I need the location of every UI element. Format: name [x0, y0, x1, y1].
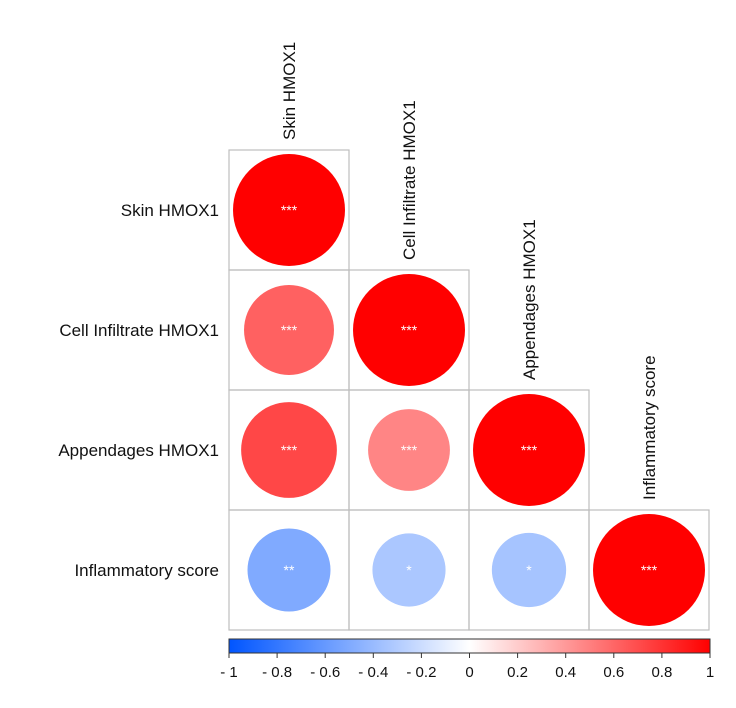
significance-label-1-0: ***	[281, 322, 298, 338]
colorbar-tick-label: 0.8	[651, 664, 672, 681]
significance-label-3-2: *	[526, 562, 532, 578]
significance-label-3-0: **	[284, 562, 295, 578]
colorbar-tick-label: - 0.8	[262, 664, 292, 681]
correlation-circle-appendages-hmox1-cell-infiltrate-hmox1	[368, 409, 450, 491]
correlation-circle-inflammatory-score-appendages-hmox1	[491, 532, 567, 608]
correlation-circle-inflammatory-score-cell-infiltrate-hmox1	[372, 533, 446, 607]
column-label-appendages-hmox1: Appendages HMOX1	[520, 219, 539, 380]
significance-label-2-1: ***	[401, 442, 418, 458]
significance-label-1-1: ***	[401, 322, 418, 338]
significance-label-2-2: ***	[521, 442, 538, 458]
correlation-circle-cell-infiltrate-hmox1-skin-hmox1	[244, 285, 334, 375]
colorbar-tick-label: 0	[465, 664, 473, 681]
significance-label-2-0: ***	[281, 442, 298, 458]
correlation-circle-skin-hmox1-skin-hmox1	[233, 154, 345, 266]
colorbar-tick-label: - 0.2	[406, 664, 436, 681]
significance-label-3-1: *	[406, 562, 412, 578]
cell-frame-3-3	[588, 509, 710, 631]
correlation-circle-appendages-hmox1-appendages-hmox1	[473, 394, 585, 506]
row-label-appendages-hmox1: Appendages HMOX1	[58, 441, 219, 460]
significance-label-3-3: ***	[641, 562, 658, 578]
correlation-circle-cell-infiltrate-hmox1-cell-infiltrate-hmox1	[353, 274, 465, 386]
colorbar-tick-label: - 1	[220, 664, 238, 681]
column-label-skin-hmox1: Skin HMOX1	[280, 42, 299, 140]
row-label-skin-hmox1: Skin HMOX1	[121, 201, 219, 220]
colorbar-tick-label: - 0.4	[358, 664, 388, 681]
colorbar-tick-label: 0.4	[555, 664, 576, 681]
colorbar-tick-label: 1	[706, 664, 714, 681]
correlation-circle-inflammatory-score-skin-hmox1	[247, 528, 331, 612]
colorbar-tick-label: - 0.6	[310, 664, 340, 681]
correlation-circle-appendages-hmox1-skin-hmox1	[241, 402, 337, 498]
significance-label-0-0: ***	[281, 202, 298, 218]
column-label-inflammatory-score: Inflammatory score	[640, 355, 659, 500]
colorbar	[228, 638, 711, 654]
column-label-cell-infiltrate-hmox1: Cell Infiltrate HMOX1	[400, 100, 419, 260]
correlation-circle-inflammatory-score-inflammatory-score	[593, 514, 705, 626]
colorbar-tick-label: 0.6	[603, 664, 624, 681]
colorbar-tick-label: 0.2	[507, 664, 528, 681]
row-label-cell-infiltrate-hmox1: Cell Infiltrate HMOX1	[59, 321, 219, 340]
row-label-inflammatory-score: Inflammatory score	[74, 561, 219, 580]
